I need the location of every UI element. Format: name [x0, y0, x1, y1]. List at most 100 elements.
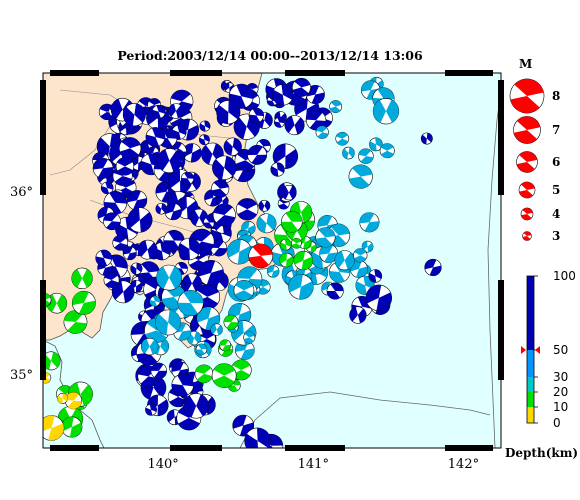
- focal-mechanism: [236, 198, 259, 221]
- magnitude-legend-ball: [513, 116, 541, 144]
- focal-mechanism: [100, 181, 114, 195]
- focal-mechanism: [291, 237, 302, 249]
- focal-mechanism: [171, 373, 194, 397]
- magnitude-legend-label: 7: [552, 123, 560, 137]
- focal-mechanism: [211, 363, 237, 388]
- focal-mechanism: [197, 259, 224, 286]
- focal-mechanism: [183, 393, 209, 419]
- magnitude-legend-label: 3: [552, 229, 560, 243]
- depth-band: [527, 392, 534, 407]
- focal-mechanism: [122, 103, 146, 127]
- focal-mechanism: [150, 362, 167, 380]
- focal-mechanism: [210, 323, 223, 336]
- focal-mechanism: [195, 343, 208, 356]
- magnitude-legend-ball: [520, 207, 534, 221]
- focal-mechanism: [177, 290, 204, 317]
- focal-mechanism: [95, 249, 113, 267]
- frame-scale-bars: [40, 70, 504, 451]
- focal-mechanism: [145, 403, 157, 416]
- focal-mechanism: [115, 157, 135, 176]
- focal-mechanism: [247, 144, 268, 165]
- focal-mechanism: [182, 143, 202, 163]
- frame-bar-left: [40, 80, 46, 195]
- focal-mechanism: [353, 248, 368, 263]
- focal-mechanism: [266, 265, 280, 278]
- focal-mechanism: [358, 148, 374, 164]
- focal-mechanism: [233, 280, 255, 301]
- focal-mechanism: [156, 264, 182, 291]
- frame-bar-top: [285, 70, 345, 76]
- focal-mechanism: [248, 107, 264, 124]
- focal-mechanism: [372, 98, 400, 125]
- focal-mechanism: [64, 392, 83, 410]
- trench-line: [239, 391, 491, 448]
- focal-mechanism: [335, 131, 350, 146]
- depth-tick-label: 0: [553, 416, 561, 430]
- magnitude-legend-ball: [522, 231, 532, 241]
- focal-mechanism: [199, 134, 210, 146]
- depth-axis-label: Depth(km): [505, 446, 578, 460]
- focal-mechanism: [216, 100, 241, 125]
- focal-mechanism: [149, 295, 161, 307]
- focal-mechanism: [279, 252, 294, 268]
- beachball-layer: [43, 76, 442, 448]
- focal-mechanism: [223, 314, 239, 330]
- focal-mechanism: [334, 250, 355, 271]
- magnitude-legend-label: 4: [552, 207, 560, 221]
- focal-mechanism: [226, 239, 252, 265]
- depth-tick-label: 50: [553, 343, 568, 357]
- focal-mechanism: [288, 274, 314, 300]
- lon-tick-label: 140°: [147, 457, 178, 472]
- focal-mechanism: [315, 227, 336, 248]
- magnitude-legend-title: M: [519, 57, 532, 71]
- focal-mechanism: [118, 137, 142, 160]
- focal-mechanism: [424, 258, 442, 277]
- focal-mechanism: [103, 272, 120, 288]
- frame-bar-left: [40, 280, 46, 380]
- frame-bar-top: [170, 70, 222, 76]
- depth-tick-label: 10: [553, 400, 568, 414]
- focal-mechanism: [244, 427, 271, 448]
- magnitude-legend-label: 8: [552, 89, 560, 103]
- lon-tick-label: 141°: [298, 457, 329, 472]
- focal-mechanism: [368, 269, 383, 283]
- focal-mechanism: [103, 212, 121, 231]
- depth-tick-label: 100: [553, 269, 576, 283]
- magnitude-legend: M 8 7 6 5 4 3: [509, 57, 560, 243]
- focal-mechanism: [270, 162, 285, 177]
- depth-band: [527, 377, 534, 392]
- focal-mechanism: [127, 207, 153, 233]
- focal-mechanism: [212, 203, 236, 227]
- focal-mechanism: [126, 190, 148, 211]
- magnitude-legend-label: 6: [552, 155, 560, 169]
- focal-mechanism: [145, 127, 166, 147]
- focal-mechanism: [130, 262, 143, 275]
- depth-marker-left: [521, 346, 526, 354]
- focal-mechanism: [57, 393, 68, 404]
- focal-mechanism: [359, 212, 380, 233]
- trench-line-east: [487, 89, 501, 448]
- map-area[interactable]: [34, 70, 504, 461]
- focal-mechanism: [361, 240, 374, 253]
- focal-mechanism: [284, 115, 305, 136]
- magnitude-legend-ball: [518, 181, 536, 199]
- frame-bar-right: [498, 280, 504, 380]
- depth-band: [527, 407, 534, 423]
- frame-bar-bottom: [50, 445, 99, 451]
- focal-mechanism: [349, 259, 368, 278]
- focal-mechanism: [281, 185, 297, 201]
- focal-mechanism: [151, 104, 166, 119]
- focal-mechanism: [256, 213, 277, 234]
- focal-mechanism: [348, 164, 373, 189]
- depth-band: [527, 276, 534, 350]
- lat-tick-label: 35°: [10, 368, 33, 383]
- magnitude-legend-ball: [516, 151, 538, 173]
- focal-mechanism: [223, 137, 242, 156]
- focal-mechanism: [420, 132, 433, 145]
- focal-mechanism: [92, 157, 114, 179]
- depth-band: [527, 350, 534, 377]
- focal-mechanism: [272, 143, 299, 169]
- focal-mechanism: [157, 148, 182, 174]
